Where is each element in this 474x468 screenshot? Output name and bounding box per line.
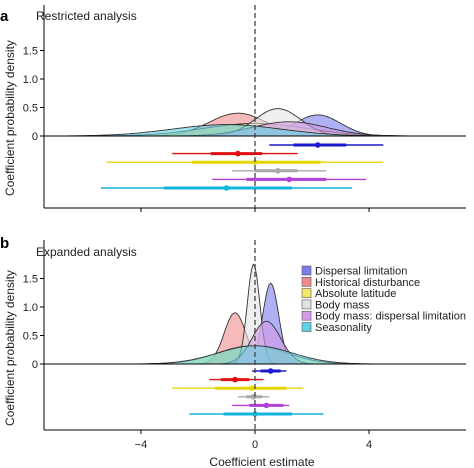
y-tick-label: 1.0 bbox=[23, 302, 38, 314]
estimate-point-seasonality bbox=[252, 411, 258, 417]
legend-swatch bbox=[301, 288, 312, 298]
estimate-point-historical-disturbance bbox=[232, 376, 238, 383]
estimate-point-seasonality bbox=[223, 185, 230, 191]
x-tick-label: −4 bbox=[135, 439, 148, 451]
panel-title-b: Expanded analysis bbox=[36, 245, 137, 259]
y-tick-label: 0.5 bbox=[23, 103, 38, 115]
legend-swatch bbox=[301, 310, 312, 321]
legend-label: Seasonality bbox=[315, 322, 372, 334]
panel-b: b Expanded analysis 0 0.5 1.0 1.5 −4 0 4 bbox=[0, 235, 466, 451]
y-axis-label-a: Coefficient probability density bbox=[3, 40, 17, 196]
legend-swatch bbox=[301, 276, 312, 287]
legend-label: Absolute latitude bbox=[315, 288, 396, 300]
y-tick-label: 1.5 bbox=[23, 274, 38, 286]
y-tick-label: 0 bbox=[32, 359, 38, 371]
legend-swatch bbox=[301, 299, 312, 310]
estimate-point-body-mass bbox=[275, 168, 281, 174]
legend-label: Dispersal limitation bbox=[315, 266, 407, 278]
x-axis-label: Coefficient estimate bbox=[209, 455, 314, 468]
x-tick-label: 0 bbox=[252, 439, 258, 451]
legend-swatch bbox=[301, 265, 312, 276]
estimate-point-body-mass-dispersal-limitation bbox=[286, 176, 293, 183]
y-tick-label: 0 bbox=[32, 131, 38, 143]
estimate-point-dispersal-limitation bbox=[267, 368, 274, 374]
x-tick-label: 4 bbox=[366, 439, 372, 451]
estimate-point-absolute-latitude bbox=[249, 385, 255, 392]
estimate-point-dispersal-limitation bbox=[314, 142, 321, 148]
panel-letter-b: b bbox=[0, 235, 9, 252]
y-tick-label: 0.5 bbox=[23, 331, 38, 343]
legend-label: Body mass bbox=[315, 299, 370, 311]
legend-label: Body mass: dispersal limitation bbox=[315, 311, 466, 323]
estimate-point-body-mass-dispersal-limitation bbox=[263, 402, 270, 409]
estimate-point-absolute-latitude bbox=[252, 159, 258, 165]
panel-a: a Restricted analysis 0 0.5 1.0 1.5 bbox=[0, 5, 466, 212]
panel-title-a: Restricted analysis bbox=[36, 9, 137, 23]
panel-letter-a: a bbox=[0, 8, 9, 25]
legend-label: Historical disturbance bbox=[315, 277, 420, 289]
estimate-point-historical-disturbance bbox=[235, 150, 241, 157]
y-tick-label: 1.5 bbox=[23, 46, 38, 58]
y-tick-label: 1.0 bbox=[23, 74, 38, 86]
legend-swatch bbox=[301, 322, 312, 332]
y-axis-label-b: Coefficient probability density bbox=[3, 270, 17, 426]
